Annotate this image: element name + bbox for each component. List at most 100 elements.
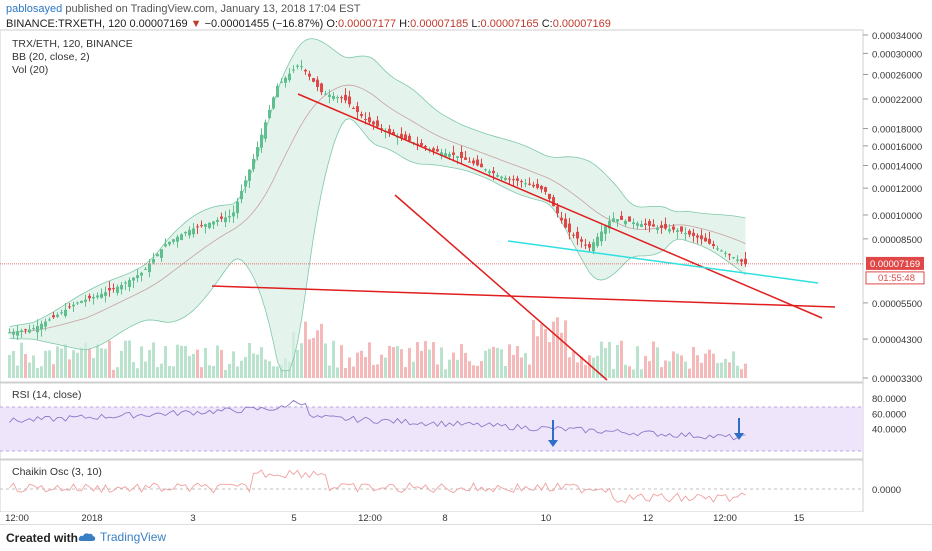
volume-bar — [436, 364, 439, 378]
rsi-tick-label: 80.0000 — [872, 394, 906, 405]
volume-bar — [300, 343, 303, 378]
trendline-aqua — [507, 240, 819, 284]
tradingview-logo[interactable]: TradingView — [78, 530, 166, 544]
candle — [408, 135, 411, 141]
volume-bar — [464, 352, 467, 378]
candle — [312, 78, 315, 82]
volume-bar — [216, 345, 219, 378]
price-tick-label: 0.00016000 — [872, 142, 922, 153]
candle — [84, 299, 87, 302]
candle — [144, 268, 147, 270]
candle — [404, 134, 407, 140]
volume-bar — [700, 362, 703, 378]
volume-bar — [524, 353, 527, 378]
candle — [708, 238, 711, 244]
volume-bar — [112, 369, 115, 378]
candle — [740, 259, 743, 262]
volume-bar — [744, 363, 747, 378]
tradingview-brand: TradingView — [100, 530, 167, 544]
author-link[interactable]: pablosayed — [6, 3, 63, 15]
volume-bar — [192, 353, 195, 378]
price-change: −0.00001455 (−16.87%) — [204, 18, 324, 30]
candle — [464, 157, 467, 160]
candle — [136, 275, 139, 279]
candle — [76, 302, 79, 304]
rsi-legend: RSI (14, close) — [12, 389, 82, 401]
volume-bar — [60, 348, 63, 378]
trendline-upper — [297, 93, 823, 319]
volume-bar — [500, 349, 503, 378]
candle — [672, 226, 675, 230]
volume-bar — [404, 367, 407, 378]
candle — [728, 254, 731, 256]
bb-upper — [9, 38, 746, 328]
volume-bar — [504, 365, 507, 378]
candle — [576, 231, 579, 239]
rsi-tick-label: 40.0000 — [872, 425, 906, 436]
volume-bar — [8, 354, 11, 378]
volume-bar — [468, 361, 471, 378]
volume-bar — [180, 345, 183, 378]
volume-bar — [32, 355, 35, 378]
time-tick-label: 5 — [291, 513, 296, 524]
volume-bar — [208, 365, 211, 378]
price-tag-text: 0.00007169 — [870, 259, 920, 270]
volume-bar — [212, 365, 215, 378]
candle — [516, 178, 519, 181]
bb-fill — [9, 38, 746, 371]
candle — [468, 161, 471, 163]
candle — [732, 257, 735, 259]
down-arrow-icon — [734, 433, 744, 440]
candle — [364, 118, 367, 120]
candle — [240, 190, 243, 200]
candle — [440, 152, 443, 156]
volume-bar — [624, 364, 627, 378]
candle — [376, 120, 379, 127]
volume-bar — [72, 350, 75, 378]
candle — [328, 94, 331, 97]
volume-bar — [236, 366, 239, 378]
candle — [216, 220, 219, 222]
candle — [272, 97, 275, 109]
volume-bar — [476, 365, 479, 378]
volume-bar — [344, 367, 347, 378]
volume-bar — [684, 361, 687, 378]
candle — [580, 239, 583, 242]
candle — [620, 215, 623, 220]
candle — [388, 128, 391, 133]
candle — [264, 122, 267, 139]
rsi-line — [9, 399, 746, 441]
candle — [204, 224, 207, 227]
volume-bar — [604, 347, 607, 378]
candle — [432, 148, 435, 151]
volume-bar — [76, 352, 79, 378]
down-triangle-icon: ▼ — [190, 18, 202, 30]
volume-bar — [400, 349, 403, 378]
candle — [88, 295, 91, 299]
candle — [280, 81, 283, 83]
volume-bar — [724, 358, 727, 378]
candle — [228, 215, 231, 218]
volume-bar — [380, 354, 383, 378]
volume-bar — [600, 341, 603, 378]
volume-bar — [696, 355, 699, 378]
volume-bar — [364, 357, 367, 378]
volume-bar — [308, 339, 311, 378]
volume-bar — [172, 366, 175, 378]
candle — [132, 277, 135, 281]
volume-bar — [456, 359, 459, 378]
candle — [224, 217, 227, 223]
volume-bar — [676, 353, 679, 378]
volume-bar — [28, 362, 31, 378]
main-pane — [0, 29, 864, 383]
volume-bar — [376, 364, 379, 378]
candle — [456, 156, 459, 158]
volume-bar — [320, 323, 323, 378]
volume-bar — [244, 357, 247, 378]
time-tick-label: 8 — [442, 513, 447, 524]
volume-bar — [340, 345, 343, 378]
volume-bar — [732, 351, 735, 378]
candle — [632, 222, 635, 225]
time-tick-label: 12:00 — [713, 513, 737, 524]
volume-bar — [528, 364, 531, 378]
